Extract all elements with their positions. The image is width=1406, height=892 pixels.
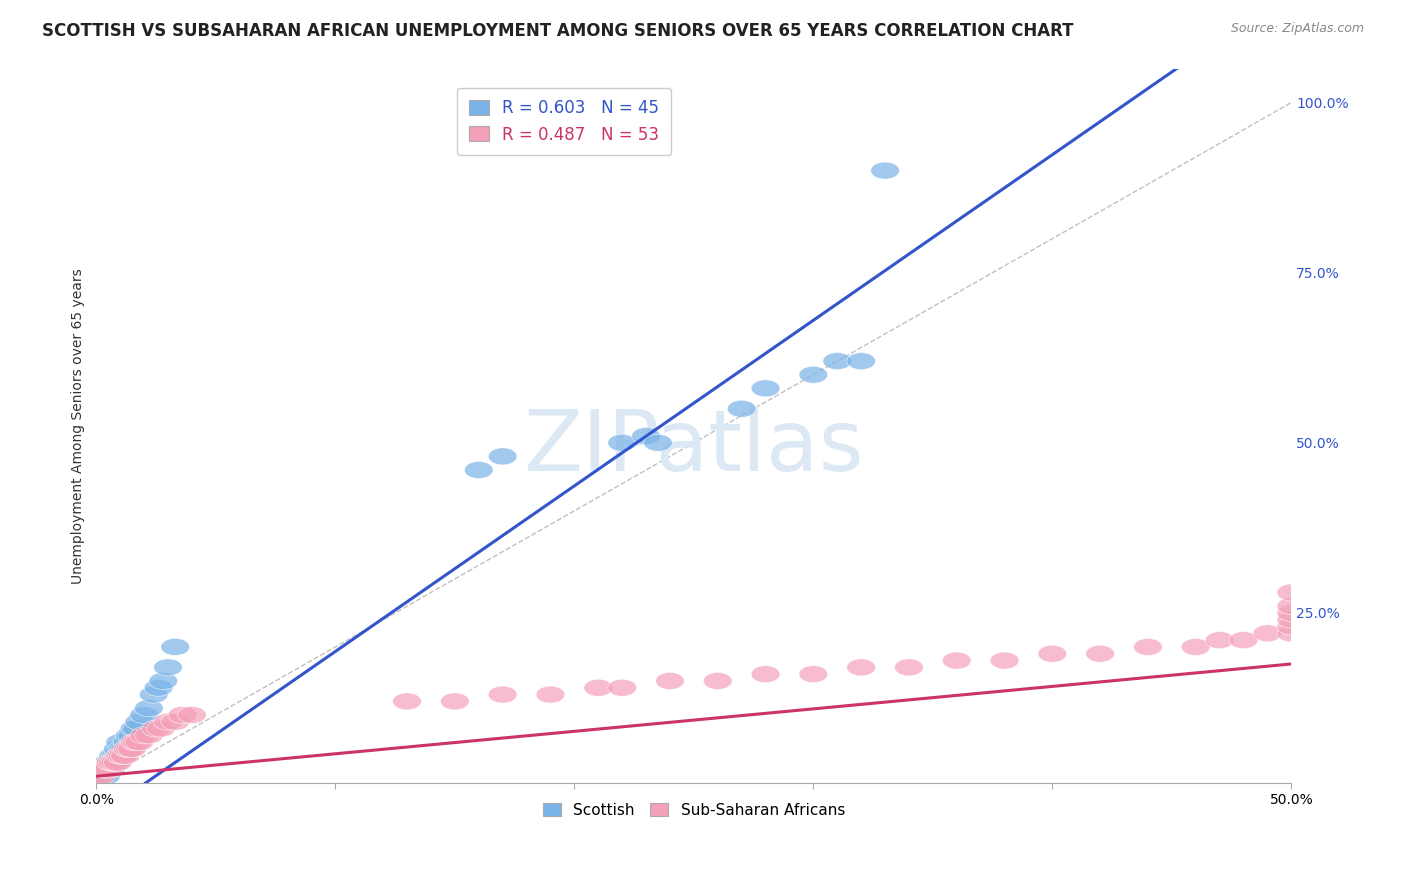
Text: Source: ZipAtlas.com: Source: ZipAtlas.com (1230, 22, 1364, 36)
Text: SCOTTISH VS SUBSAHARAN AFRICAN UNEMPLOYMENT AMONG SENIORS OVER 65 YEARS CORRELAT: SCOTTISH VS SUBSAHARAN AFRICAN UNEMPLOYM… (42, 22, 1074, 40)
Legend: Scottish, Sub-Saharan Africans: Scottish, Sub-Saharan Africans (536, 795, 852, 825)
Text: ZIPatlas: ZIPatlas (523, 406, 865, 489)
Y-axis label: Unemployment Among Seniors over 65 years: Unemployment Among Seniors over 65 years (72, 268, 86, 583)
